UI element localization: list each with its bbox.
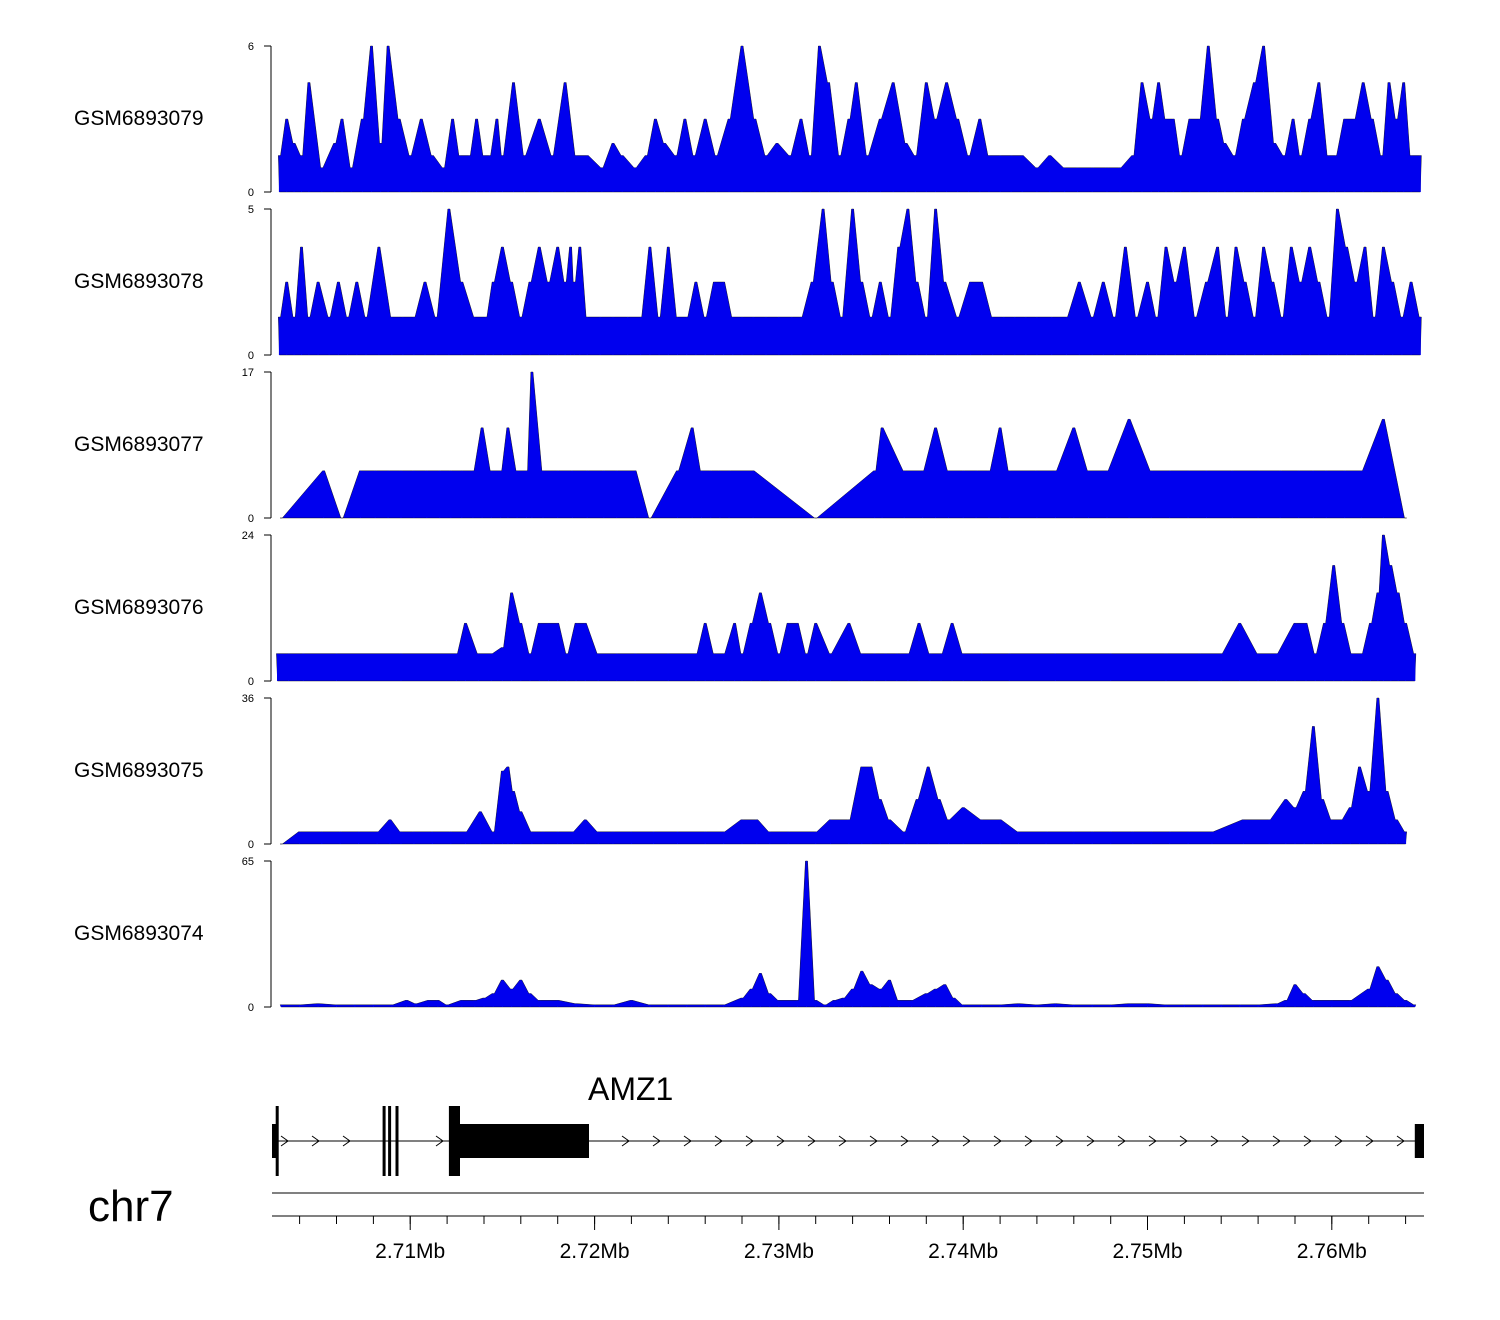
x-tick-label: 2.71Mb bbox=[375, 1240, 445, 1263]
strand-arrow bbox=[1148, 1135, 1157, 1147]
strand-arrow bbox=[342, 1135, 351, 1147]
track-label: GSM6893077 bbox=[74, 433, 204, 456]
strand-arrow bbox=[1303, 1135, 1312, 1147]
track-GSM6893077: GSM6893077 17 0 bbox=[74, 367, 1407, 525]
strand-arrow bbox=[1241, 1135, 1250, 1147]
strand-arrow bbox=[1210, 1135, 1219, 1147]
strand-arrow bbox=[776, 1135, 785, 1147]
signal-area bbox=[278, 45, 1422, 193]
strand-arrow bbox=[838, 1135, 847, 1147]
y-tick-label-zero: 0 bbox=[248, 513, 254, 525]
track-label: GSM6893075 bbox=[74, 759, 204, 782]
x-tick-label: 2.76Mb bbox=[1297, 1240, 1367, 1263]
strand-arrow bbox=[962, 1135, 971, 1147]
signal-area bbox=[279, 860, 1417, 1008]
strand-arrow bbox=[1055, 1135, 1064, 1147]
strand-arrow bbox=[311, 1135, 320, 1147]
y-tick-label-zero: 0 bbox=[248, 676, 254, 688]
signal-area bbox=[276, 534, 1417, 682]
track-label: GSM6893074 bbox=[74, 922, 204, 945]
strand-arrow bbox=[931, 1135, 940, 1147]
strand-arrow bbox=[280, 1135, 289, 1147]
strand-arrow bbox=[900, 1135, 909, 1147]
track-GSM6893076: GSM6893076 24 0 bbox=[74, 530, 1417, 688]
signal-area bbox=[279, 697, 1407, 845]
track-GSM6893075: GSM6893075 36 0 bbox=[74, 693, 1407, 851]
strand-arrow bbox=[807, 1135, 816, 1147]
strand-arrow bbox=[714, 1135, 723, 1147]
y-tick-label-zero: 0 bbox=[248, 187, 254, 199]
strand-arrow bbox=[1334, 1135, 1343, 1147]
strand-arrow bbox=[1365, 1135, 1374, 1147]
track-label: GSM6893078 bbox=[74, 270, 204, 293]
strand-arrow bbox=[1396, 1135, 1405, 1147]
exon-block bbox=[1414, 1124, 1424, 1158]
strand-arrow bbox=[683, 1135, 692, 1147]
x-tick-label: 2.75Mb bbox=[1112, 1240, 1182, 1263]
track-GSM6893078: GSM6893078 5 0 bbox=[74, 204, 1422, 362]
y-tick-label-max: 24 bbox=[242, 530, 254, 542]
exon-block bbox=[272, 1124, 278, 1158]
strand-arrow bbox=[621, 1135, 630, 1147]
exon-block bbox=[395, 1106, 399, 1176]
exon-block bbox=[275, 1106, 279, 1176]
strand-arrow bbox=[1179, 1135, 1188, 1147]
strand-arrow bbox=[745, 1135, 754, 1147]
strand-arrow bbox=[1272, 1135, 1281, 1147]
y-tick-label-max: 5 bbox=[248, 204, 254, 216]
track-GSM6893074: GSM6893074 65 0 bbox=[74, 856, 1417, 1014]
genome-axis: chr7 2.71Mb 2.72Mb 2.73Mb 2.74Mb 2.75Mb 2.76M… bbox=[88, 1182, 1424, 1263]
strand-arrow bbox=[993, 1135, 1002, 1147]
strand-arrow bbox=[1024, 1135, 1033, 1147]
y-tick-label-max: 6 bbox=[248, 41, 254, 53]
x-tick-label: 2.73Mb bbox=[744, 1240, 814, 1263]
exon-block bbox=[460, 1124, 589, 1158]
x-tick-label: 2.74Mb bbox=[928, 1240, 998, 1263]
gene-name-label: AMZ1 bbox=[588, 1071, 673, 1107]
y-tick-label-zero: 0 bbox=[248, 1002, 254, 1014]
signal-area bbox=[279, 371, 1407, 519]
y-tick-label-max: 17 bbox=[242, 367, 254, 379]
chromosome-label: chr7 bbox=[88, 1182, 174, 1231]
x-tick-label: 2.72Mb bbox=[560, 1240, 630, 1263]
strand-arrow bbox=[869, 1135, 878, 1147]
strand-arrow bbox=[652, 1135, 661, 1147]
track-label: GSM6893079 bbox=[74, 107, 204, 130]
y-tick-label-zero: 0 bbox=[248, 839, 254, 851]
strand-arrow bbox=[1117, 1135, 1126, 1147]
gene-annotation-track: AMZ1 bbox=[272, 1071, 1424, 1176]
track-label: GSM6893076 bbox=[74, 596, 204, 619]
strand-arrow bbox=[435, 1135, 444, 1147]
y-tick-label-max: 65 bbox=[242, 856, 254, 868]
exon-block bbox=[388, 1106, 392, 1176]
y-tick-label-max: 36 bbox=[242, 693, 254, 705]
data-tracks: GSM689307960GSM689307850GSM6893077170GSM… bbox=[74, 41, 1422, 1014]
exon-block bbox=[448, 1106, 460, 1176]
track-GSM6893079: GSM6893079 6 0 bbox=[74, 41, 1422, 199]
exon-block bbox=[382, 1106, 386, 1176]
y-tick-label-zero: 0 bbox=[248, 350, 254, 362]
signal-area bbox=[278, 208, 1422, 356]
strand-arrow bbox=[1086, 1135, 1095, 1147]
